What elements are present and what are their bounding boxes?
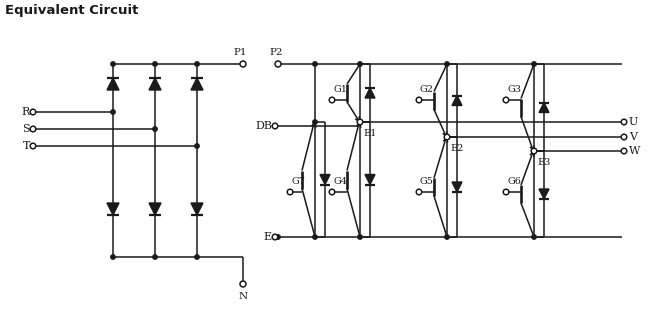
Polygon shape bbox=[107, 78, 119, 90]
Text: G3: G3 bbox=[507, 85, 521, 94]
Text: S: S bbox=[22, 124, 30, 134]
Circle shape bbox=[30, 109, 36, 115]
Circle shape bbox=[503, 97, 509, 103]
Circle shape bbox=[153, 255, 157, 259]
Circle shape bbox=[531, 148, 537, 154]
Circle shape bbox=[195, 62, 199, 66]
Circle shape bbox=[30, 126, 36, 132]
Circle shape bbox=[272, 123, 278, 129]
Circle shape bbox=[532, 235, 536, 239]
Text: W: W bbox=[629, 146, 640, 156]
Circle shape bbox=[111, 62, 115, 66]
Text: G2: G2 bbox=[420, 85, 434, 94]
Polygon shape bbox=[365, 88, 375, 98]
Circle shape bbox=[445, 62, 449, 66]
Circle shape bbox=[357, 119, 363, 125]
Text: E: E bbox=[264, 232, 272, 242]
Text: P1: P1 bbox=[233, 48, 247, 57]
Circle shape bbox=[329, 97, 335, 103]
Circle shape bbox=[195, 255, 199, 259]
Circle shape bbox=[287, 189, 293, 195]
Circle shape bbox=[111, 110, 115, 114]
Polygon shape bbox=[365, 174, 375, 184]
Text: R: R bbox=[22, 107, 30, 117]
Circle shape bbox=[111, 255, 115, 259]
Circle shape bbox=[503, 189, 509, 195]
Text: U: U bbox=[629, 117, 638, 127]
Text: T: T bbox=[23, 141, 30, 151]
Circle shape bbox=[153, 127, 157, 131]
Polygon shape bbox=[149, 78, 161, 90]
Text: G5: G5 bbox=[420, 177, 434, 186]
Circle shape bbox=[240, 61, 246, 67]
Circle shape bbox=[621, 148, 627, 154]
Circle shape bbox=[313, 62, 317, 66]
Circle shape bbox=[416, 97, 422, 103]
Circle shape bbox=[358, 235, 362, 239]
Polygon shape bbox=[539, 103, 549, 113]
Circle shape bbox=[275, 61, 281, 67]
Circle shape bbox=[444, 134, 450, 140]
Circle shape bbox=[240, 281, 246, 287]
Text: G4: G4 bbox=[333, 177, 347, 186]
Polygon shape bbox=[149, 203, 161, 215]
Text: G1: G1 bbox=[333, 85, 347, 94]
Circle shape bbox=[416, 189, 422, 195]
Polygon shape bbox=[107, 203, 119, 215]
Polygon shape bbox=[452, 95, 462, 105]
Circle shape bbox=[195, 144, 199, 148]
Circle shape bbox=[30, 143, 36, 149]
Circle shape bbox=[621, 119, 627, 125]
Text: N: N bbox=[239, 292, 248, 301]
Polygon shape bbox=[539, 189, 549, 199]
Polygon shape bbox=[320, 174, 330, 184]
Text: DB: DB bbox=[255, 121, 272, 131]
Text: G7: G7 bbox=[291, 177, 305, 186]
Text: Equivalent Circuit: Equivalent Circuit bbox=[5, 4, 139, 17]
Text: G6: G6 bbox=[507, 177, 521, 186]
Circle shape bbox=[313, 235, 317, 239]
Text: E1: E1 bbox=[363, 129, 376, 138]
Text: E2: E2 bbox=[450, 144, 464, 153]
Circle shape bbox=[272, 234, 278, 240]
Circle shape bbox=[621, 134, 627, 140]
Circle shape bbox=[153, 62, 157, 66]
Polygon shape bbox=[191, 203, 203, 215]
Text: P2: P2 bbox=[269, 48, 283, 57]
Polygon shape bbox=[452, 182, 462, 192]
Text: E3: E3 bbox=[537, 158, 551, 167]
Circle shape bbox=[329, 189, 335, 195]
Circle shape bbox=[313, 120, 317, 124]
Circle shape bbox=[532, 62, 536, 66]
Text: V: V bbox=[629, 132, 637, 142]
Polygon shape bbox=[191, 78, 203, 90]
Circle shape bbox=[445, 235, 449, 239]
Circle shape bbox=[276, 235, 280, 239]
Circle shape bbox=[358, 62, 362, 66]
